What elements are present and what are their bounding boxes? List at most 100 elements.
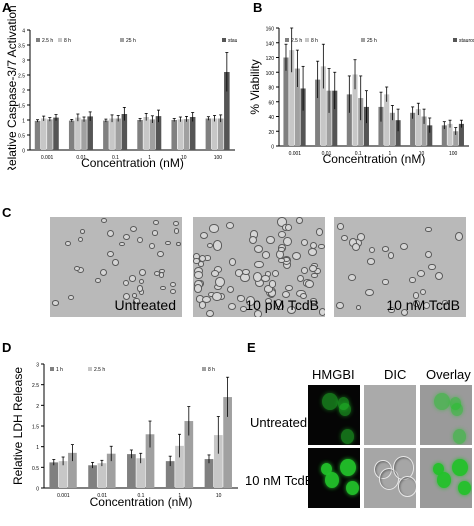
cell-shape [356, 233, 366, 242]
cell-shape [351, 243, 361, 252]
bar [223, 397, 232, 488]
cell-shape [318, 243, 325, 249]
cell-shape [254, 261, 264, 269]
bar [346, 94, 352, 146]
bar [213, 435, 223, 488]
x-tick-label: 0.1 [138, 493, 145, 499]
bar [103, 120, 109, 150]
cell-shape [153, 220, 159, 226]
legend-swatch [88, 367, 92, 371]
x-tick-label: 1 [388, 151, 391, 157]
cell-shape [435, 272, 444, 281]
cell-shape [99, 268, 108, 276]
fluorescent-cell [451, 403, 464, 417]
panel-label-b: B [253, 0, 263, 15]
cell-shape [266, 235, 275, 244]
cell-shape [159, 285, 166, 291]
fluorescence-untreated-dic [364, 385, 416, 445]
bar [149, 119, 156, 150]
legend-label: 8 h [64, 38, 71, 44]
cell-shape [202, 295, 212, 304]
cell-shape [315, 228, 323, 236]
bar [171, 120, 177, 150]
x-tick-label: 1 [148, 155, 151, 161]
fluorescent-cell [339, 403, 352, 417]
bar [177, 119, 184, 150]
cell-shape [198, 255, 206, 263]
cell-shape [229, 258, 237, 267]
cell-shape [151, 230, 159, 236]
cell-shape [240, 305, 248, 312]
bar [68, 452, 77, 488]
cell-shape [307, 248, 317, 256]
cell-shape [80, 229, 86, 234]
bar [453, 131, 459, 146]
legend-label: 2.5 h [42, 38, 53, 44]
cell-shape [122, 293, 130, 301]
legend-swatch [120, 38, 124, 42]
x-tick-label: 0.001 [289, 151, 302, 157]
panel-a: A 0 0.5 1 1.5 2 2.5 3 3.5 4 0.001 0.01 0.1 1 10 100 2.5… [0, 0, 259, 175]
cell-shape [265, 298, 273, 305]
cell-shape [253, 272, 263, 283]
cell-shape [101, 218, 108, 224]
legend-label: 8 h [311, 38, 318, 44]
cell-shape [95, 277, 101, 284]
cell-shape [416, 270, 425, 277]
microscopy-10pm-tcdb-image: 10 pM TcdB [193, 217, 325, 317]
cell-shape [128, 275, 136, 282]
y-tick-label: 1 [36, 445, 39, 451]
cell-shape [271, 269, 280, 277]
cell-shape [268, 280, 277, 288]
cell-shape [212, 292, 222, 302]
cell-shape [175, 241, 181, 247]
legend-label: 25 h [126, 38, 136, 44]
fluorescence-tcdb-hmgbi [308, 448, 360, 508]
y-tick-label: 80 [268, 86, 274, 92]
fluorescence-untreated-hmgbi [308, 385, 360, 445]
x-axis-label: Concentration (nM) [90, 495, 193, 509]
bar [363, 106, 369, 146]
bar [165, 461, 175, 488]
cell-shape [263, 285, 274, 293]
legend-swatch [453, 38, 457, 42]
bar [427, 125, 433, 146]
cell-shape [278, 246, 285, 253]
y-tick-label: 40 [268, 115, 274, 121]
panel-label-c: C [2, 205, 12, 220]
y-axis-label: Relative Caspase-3/7 Activation [5, 5, 19, 170]
y-tick-label: 3 [36, 363, 39, 369]
bar [283, 57, 289, 146]
cell-shape [284, 224, 293, 232]
bar [184, 421, 194, 488]
y-tick-label: 20 [268, 130, 274, 136]
x-tick-label: 0.1 [355, 151, 362, 157]
bar [384, 94, 390, 146]
bar [441, 125, 447, 146]
cell-shape [157, 251, 164, 258]
legend-label: 1 h [56, 367, 63, 373]
cell-shape [425, 226, 432, 233]
y-tick-label: 0 [271, 145, 274, 151]
y-tick-label: 4 [22, 29, 25, 35]
fluorescent-cell [434, 393, 450, 411]
y-tick-label: 3 [22, 59, 25, 65]
fluorescence-row-untreated: Untreated [250, 415, 308, 430]
y-tick-label: 0.5 [18, 134, 25, 140]
fluorescence-header-hmgbi: HMGBI [312, 367, 355, 382]
bar [389, 112, 395, 146]
bar [175, 445, 184, 488]
bar [352, 74, 358, 146]
panel-e: E HMGBI DIC Overlay Untreated 10 nM TcdB [240, 340, 474, 521]
cell-shape [340, 234, 348, 242]
bar [300, 88, 306, 146]
bar [58, 461, 68, 488]
cell-shape [301, 267, 308, 274]
cell-shape [281, 291, 290, 299]
cell-shape [337, 223, 344, 230]
y-tick-label: 140 [266, 41, 275, 47]
cell-shape [355, 305, 362, 311]
cell-shape [261, 251, 270, 259]
microscopy-label-10pm-tcdb: 10 pM TcdB [245, 297, 319, 313]
cell-shape [122, 280, 130, 287]
